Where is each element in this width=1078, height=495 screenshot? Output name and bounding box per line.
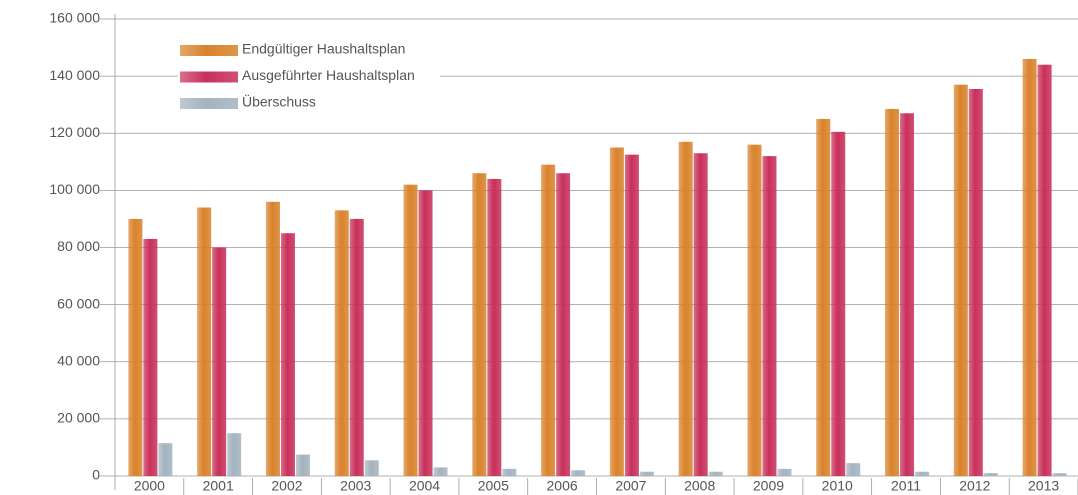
- y-tick-label: 160 000: [49, 10, 100, 26]
- bar: [349, 218, 364, 476]
- bar: [556, 173, 571, 477]
- bar: [609, 147, 624, 476]
- bar: [143, 238, 158, 476]
- bar: [295, 454, 310, 476]
- legend-swatch: [180, 71, 238, 83]
- bar: [816, 118, 831, 476]
- legend-label: Endgültiger Haushaltsplan: [242, 41, 405, 57]
- y-tick-label: 20 000: [57, 410, 100, 426]
- bar: [983, 473, 998, 476]
- legend-swatch: [180, 45, 238, 56]
- x-tick-label: 2009: [753, 478, 784, 494]
- x-tick-label: 2000: [134, 478, 165, 494]
- bar: [708, 471, 723, 476]
- bar: [502, 468, 517, 476]
- bar: [693, 153, 708, 476]
- x-tick-label: 2008: [684, 478, 715, 494]
- bar: [158, 443, 173, 476]
- bar: [487, 178, 502, 476]
- legend-swatch: [180, 98, 238, 109]
- y-tick-label: 0: [92, 467, 100, 483]
- y-tick-label: 140 000: [49, 67, 100, 83]
- y-tick-label: 80 000: [57, 238, 100, 254]
- bar: [280, 233, 295, 476]
- x-tick-label: 2003: [340, 478, 371, 494]
- bar: [472, 173, 487, 477]
- bar: [1052, 473, 1067, 476]
- x-tick-label: 2004: [409, 478, 440, 494]
- bar: [128, 218, 143, 476]
- bar: [678, 141, 693, 476]
- bar: [1022, 58, 1037, 477]
- y-tick-label: 100 000: [49, 181, 100, 197]
- bar: [1037, 64, 1052, 476]
- bar: [197, 207, 212, 476]
- bar: [571, 470, 586, 476]
- bar: [968, 88, 983, 477]
- bar: [364, 460, 379, 476]
- bar: [885, 108, 900, 477]
- bar: [915, 471, 930, 476]
- x-tick-label: 2010: [822, 478, 853, 494]
- y-tick-label: 120 000: [49, 124, 100, 140]
- bar: [846, 463, 861, 476]
- x-tick-label: 2007: [615, 478, 646, 494]
- bar: [433, 467, 448, 476]
- bar: [747, 144, 762, 477]
- bar: [403, 184, 418, 476]
- bar: [334, 210, 349, 476]
- x-tick-label: 2001: [203, 478, 234, 494]
- y-tick-label: 40 000: [57, 352, 100, 368]
- bar: [418, 190, 433, 476]
- x-tick-label: 2012: [959, 478, 990, 494]
- bar: [624, 154, 639, 476]
- legend-label: Überschuss: [242, 93, 316, 110]
- y-tick-label: 60 000: [57, 295, 100, 311]
- bar: [227, 433, 242, 476]
- bar: [541, 164, 556, 476]
- x-tick-label: 2006: [547, 478, 578, 494]
- x-tick-label: 2011: [891, 478, 921, 494]
- bar: [900, 113, 915, 476]
- bar: [212, 247, 227, 476]
- x-tick-label: 2002: [271, 478, 302, 494]
- bar: [265, 201, 280, 477]
- bar: [639, 471, 654, 476]
- bar: [831, 131, 846, 476]
- bar: [777, 468, 792, 476]
- x-tick-label: 2013: [1028, 478, 1059, 494]
- legend-label: Ausgeführter Haushaltsplan: [242, 67, 415, 83]
- bar: [953, 84, 968, 476]
- bar: [762, 156, 777, 476]
- x-tick-label: 2005: [478, 478, 509, 494]
